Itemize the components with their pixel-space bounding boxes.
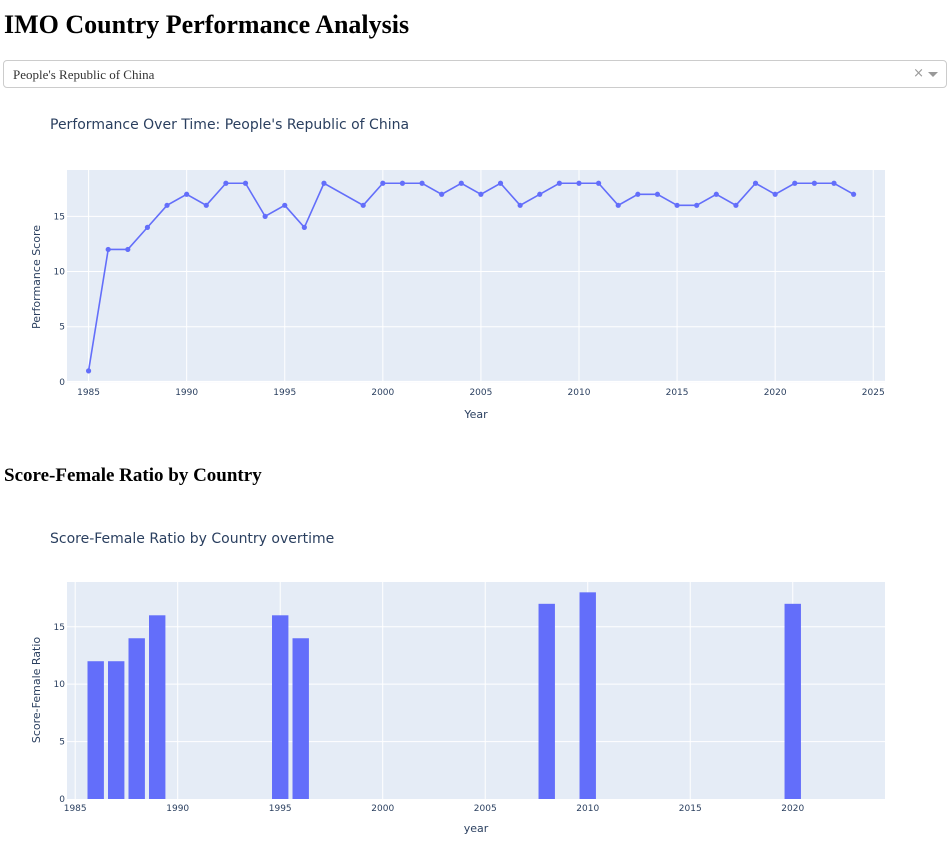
data-point[interactable] xyxy=(203,202,209,208)
chart-title: Performance Over Time: People's Republic… xyxy=(50,117,409,133)
data-point[interactable] xyxy=(792,180,798,186)
x-tick-label: 2005 xyxy=(474,804,497,814)
country-dropdown-value: People's Republic of China xyxy=(13,67,155,82)
x-tick-label: 1990 xyxy=(166,804,189,814)
x-tick-label: 2010 xyxy=(576,804,599,814)
data-point[interactable] xyxy=(497,180,504,186)
bar[interactable] xyxy=(784,603,801,799)
x-tick-label: 2025 xyxy=(862,388,885,398)
x-tick-label: 2000 xyxy=(371,804,394,814)
x-tick-label: 2010 xyxy=(568,388,591,398)
y-axis-label: Performance Score xyxy=(30,225,43,329)
data-point[interactable] xyxy=(301,224,307,230)
data-point[interactable] xyxy=(184,191,190,197)
data-point[interactable] xyxy=(713,191,719,197)
data-point[interactable] xyxy=(694,202,700,208)
bar[interactable] xyxy=(149,615,166,799)
data-point[interactable] xyxy=(831,180,837,186)
data-point[interactable] xyxy=(811,180,817,186)
data-point[interactable] xyxy=(144,224,151,230)
data-point[interactable] xyxy=(596,180,602,186)
y-tick-label: 10 xyxy=(54,680,66,690)
data-point[interactable] xyxy=(164,202,170,208)
y-axis-label: Score-Female Ratio xyxy=(30,637,43,744)
data-point[interactable] xyxy=(752,180,759,186)
x-tick-label: 2020 xyxy=(764,388,787,398)
x-tick-label: 2020 xyxy=(781,804,804,814)
data-point[interactable] xyxy=(439,191,445,197)
chevron-down-icon[interactable] xyxy=(928,72,938,77)
bar[interactable] xyxy=(272,615,289,799)
data-point[interactable] xyxy=(321,180,327,186)
x-tick-label: 1985 xyxy=(77,388,100,398)
x-tick-label: 2005 xyxy=(469,388,492,398)
data-point[interactable] xyxy=(517,202,523,208)
country-dropdown[interactable]: People's Republic of China × xyxy=(3,60,947,88)
data-point[interactable] xyxy=(537,191,543,197)
data-point[interactable] xyxy=(478,191,484,197)
data-point[interactable] xyxy=(674,202,680,208)
plot-background xyxy=(67,170,885,383)
data-point[interactable] xyxy=(380,180,386,186)
y-tick-label: 10 xyxy=(54,268,66,278)
data-point[interactable] xyxy=(85,368,92,374)
tick-labels: 1985 1990 1995 2000 2005 2010 2015 2020 2025 0 5 10… xyxy=(54,212,885,398)
data-point[interactable] xyxy=(223,180,229,186)
bar[interactable] xyxy=(128,638,145,799)
x-tick-label: 1995 xyxy=(269,804,292,814)
x-tick-label: 2015 xyxy=(666,388,689,398)
data-point[interactable] xyxy=(262,213,268,219)
score-female-bar-chart[interactable]: 1985 1990 1995 2000 2005 2010 2015 2020 0 5 10 15 S… xyxy=(0,512,950,842)
x-tick-label: 2015 xyxy=(679,804,702,814)
section-title: Score-Female Ratio by Country xyxy=(4,465,262,486)
bar[interactable] xyxy=(538,603,555,799)
data-point[interactable] xyxy=(282,202,288,208)
bar[interactable] xyxy=(108,661,125,799)
data-point[interactable] xyxy=(615,202,621,208)
series-line xyxy=(85,180,857,374)
data-point[interactable] xyxy=(360,202,366,208)
tick-labels: 1985 1990 1995 2000 2005 2010 2015 2020 0 5 10 15 xyxy=(54,623,805,814)
data-point[interactable] xyxy=(125,246,131,253)
data-point[interactable] xyxy=(242,180,249,186)
chart-title: Score-Female Ratio by Country overtime xyxy=(50,531,334,547)
data-point[interactable] xyxy=(654,191,661,197)
y-tick-label: 5 xyxy=(59,738,65,748)
x-tick-label: 1985 xyxy=(64,804,87,814)
bar[interactable] xyxy=(87,661,104,799)
y-tick-label: 5 xyxy=(59,323,65,333)
y-tick-label: 15 xyxy=(54,212,65,222)
performance-line-chart[interactable]: 1985 1990 1995 2000 2005 2010 2015 2020 2025 0 5 10… xyxy=(0,100,950,530)
y-tick-label: 15 xyxy=(54,623,65,633)
data-point[interactable] xyxy=(576,180,582,186)
bar-series xyxy=(87,592,801,799)
x-tick-label: 1995 xyxy=(273,388,296,398)
data-point[interactable] xyxy=(556,180,562,186)
data-point[interactable] xyxy=(635,191,641,197)
data-point[interactable] xyxy=(733,202,739,208)
bar[interactable] xyxy=(292,638,309,799)
data-point[interactable] xyxy=(772,191,778,197)
x-tick-label: 1990 xyxy=(175,388,198,398)
y-tick-label: 0 xyxy=(59,795,65,805)
plot-background xyxy=(67,582,885,799)
x-axis-label: year xyxy=(464,822,489,835)
x-axis-label: Year xyxy=(463,408,488,421)
data-point[interactable] xyxy=(399,180,406,186)
data-point[interactable] xyxy=(105,246,111,253)
clear-icon[interactable]: × xyxy=(913,66,924,81)
data-point[interactable] xyxy=(851,191,857,197)
x-tick-label: 2000 xyxy=(371,388,394,398)
bar[interactable] xyxy=(579,592,596,799)
data-point[interactable] xyxy=(458,180,464,186)
y-tick-label: 0 xyxy=(59,378,65,388)
data-point[interactable] xyxy=(419,180,425,186)
page-title: IMO Country Performance Analysis xyxy=(4,10,410,39)
